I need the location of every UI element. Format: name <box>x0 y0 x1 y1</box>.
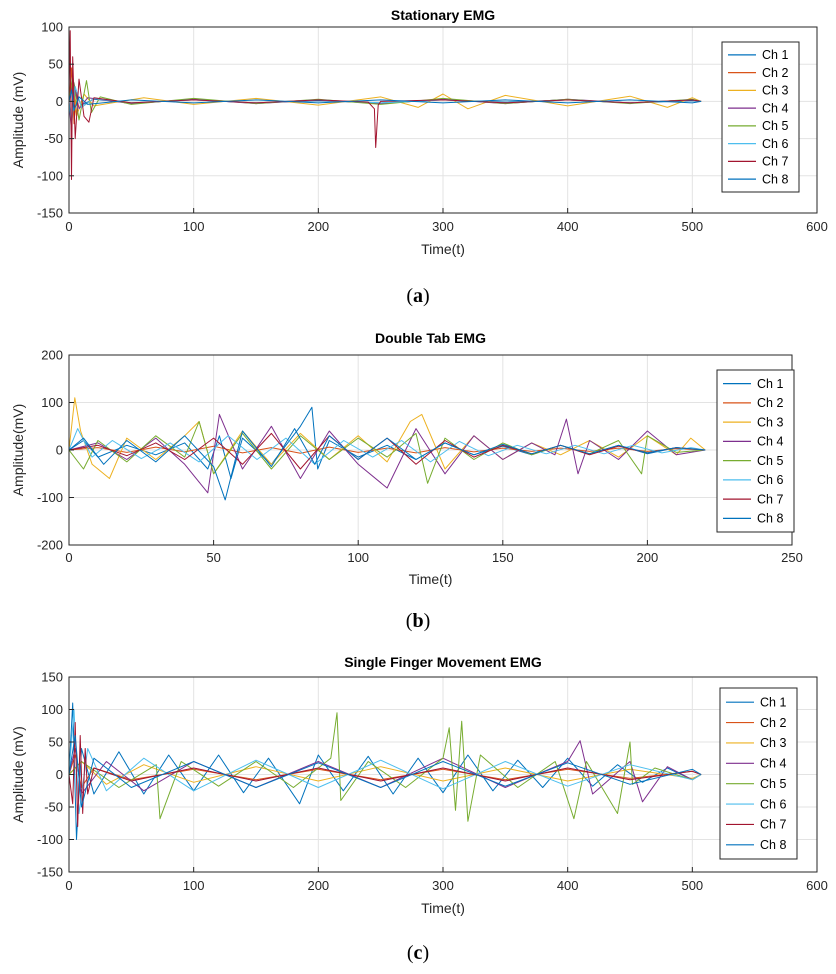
y-axis-label: Amplitude (mV) <box>10 72 26 168</box>
chart-single-finger-emg: 0 100 200 300 400 500 600 -150 -100 -50 0 50 100 150 S… <box>10 654 828 916</box>
y-tick-label: -100 <box>37 832 63 847</box>
legend-label-ch2: Ch 2 <box>762 66 788 80</box>
y-tick-label: -100 <box>37 168 63 183</box>
x-tick-label: 0 <box>65 878 72 893</box>
x-tick-label: 150 <box>492 550 514 565</box>
legend-label-ch6: Ch 6 <box>760 797 786 811</box>
caption-b: (b) <box>405 610 431 632</box>
x-tick-label: 0 <box>65 219 72 234</box>
x-tick-label: 100 <box>183 219 205 234</box>
legend-label-ch4: Ch 4 <box>760 757 786 771</box>
legend-label-ch2: Ch 2 <box>760 716 786 730</box>
legend-label-ch5: Ch 5 <box>760 777 786 791</box>
y-tick-label: 100 <box>41 395 63 410</box>
chart-stationary-emg: 0 100 200 300 400 500 600 -150 -100 -50 0 50 100 Stat… <box>10 7 828 257</box>
y-tick-label: 0 <box>56 94 63 109</box>
y-axis-label: Amplitude(mV) <box>10 404 26 497</box>
x-tick-label: 300 <box>432 878 454 893</box>
legend-label-ch8: Ch 8 <box>760 838 786 852</box>
legend-label-ch4: Ch 4 <box>762 101 788 115</box>
legend-label-ch1: Ch 1 <box>762 48 788 62</box>
legend-label-ch8: Ch 8 <box>762 172 788 186</box>
series-line-ch4 <box>69 413 706 494</box>
y-tick-label: 0 <box>56 767 63 782</box>
x-tick-label: 200 <box>637 550 659 565</box>
caption-c: (c) <box>406 942 430 964</box>
legend-label-ch8: Ch 8 <box>757 512 783 526</box>
y-tick-label: 200 <box>41 348 63 363</box>
legend: Ch 1 Ch 2 Ch 3 Ch 4 Ch 5 Ch 6 Ch 7 Ch 8 <box>719 687 798 860</box>
series-line-ch8 <box>69 428 706 501</box>
x-tick-label: 50 <box>206 550 220 565</box>
series-line-ch8 <box>69 89 702 111</box>
x-tick-label: 100 <box>183 878 205 893</box>
x-tick-label: 300 <box>432 219 454 234</box>
y-axis-label: Amplitude (mV) <box>10 726 26 822</box>
caption-a: (a) <box>406 285 430 307</box>
x-axis-label: Time(t) <box>421 241 465 257</box>
legend-label-ch3: Ch 3 <box>762 84 788 98</box>
legend-label-ch5: Ch 5 <box>757 454 783 468</box>
y-tick-label: 50 <box>49 57 63 72</box>
legend-label-ch7: Ch 7 <box>760 818 786 832</box>
y-tick-label: 0 <box>56 443 63 458</box>
series-line-ch6 <box>69 709 702 814</box>
legend-label-ch6: Ch 6 <box>762 137 788 151</box>
legend-box <box>721 41 800 193</box>
legend-label-ch4: Ch 4 <box>757 435 783 449</box>
y-tick-label: 100 <box>41 20 63 35</box>
y-tick-label: 150 <box>41 670 63 685</box>
x-tick-label: 250 <box>781 550 803 565</box>
legend-label-ch7: Ch 7 <box>762 155 788 169</box>
x-tick-label: 100 <box>347 550 369 565</box>
legend-label-ch1: Ch 1 <box>760 695 786 709</box>
y-tick-label: -50 <box>44 131 63 146</box>
x-axis-label: Time(t) <box>409 571 453 587</box>
series-line-ch6 <box>69 428 706 465</box>
x-tick-label: 400 <box>557 219 579 234</box>
series-line-ch1 <box>69 702 702 840</box>
legend-label-ch1: Ch 1 <box>757 377 783 391</box>
legend-label-ch3: Ch 3 <box>757 415 783 429</box>
legend: Ch 1 Ch 2 Ch 3 Ch 4 Ch 5 Ch 6 Ch 7 Ch 8 <box>721 41 800 193</box>
y-tick-label: 100 <box>41 702 63 717</box>
x-tick-label: 500 <box>681 878 703 893</box>
x-tick-label: 200 <box>307 878 329 893</box>
y-tick-label: -150 <box>37 206 63 221</box>
chart-double-tab-emg: 0 50 100 150 200 250 -200 -100 0 100 200 Double Tab… <box>10 330 803 587</box>
series-group <box>69 397 706 501</box>
x-tick-label: 600 <box>806 878 828 893</box>
legend-label-ch7: Ch 7 <box>757 492 783 506</box>
chart-title: Double Tab EMG <box>375 330 486 346</box>
x-axis-label: Time(t) <box>421 900 465 916</box>
series-line-ch8 <box>69 735 702 808</box>
x-tick-label: 500 <box>681 219 703 234</box>
x-tick-label: 600 <box>806 219 828 234</box>
y-tick-label: -50 <box>44 800 63 815</box>
x-tick-label: 0 <box>65 550 72 565</box>
legend-box <box>719 687 798 860</box>
y-tick-label: 50 <box>49 735 63 750</box>
y-tick-label: -100 <box>37 490 63 505</box>
x-tick-label: 200 <box>307 219 329 234</box>
y-tick-label: -150 <box>37 865 63 880</box>
legend-label-ch2: Ch 2 <box>757 396 783 410</box>
legend-label-ch5: Ch 5 <box>762 119 788 133</box>
legend-box <box>716 369 795 533</box>
legend-label-ch6: Ch 6 <box>757 473 783 487</box>
y-tick-label: -200 <box>37 538 63 553</box>
series-group <box>69 702 702 840</box>
legend-label-ch3: Ch 3 <box>760 736 786 750</box>
x-tick-label: 400 <box>557 878 579 893</box>
chart-title: Stationary EMG <box>391 7 495 23</box>
series-group <box>69 30 702 180</box>
chart-title: Single Finger Movement EMG <box>344 654 542 670</box>
series-line-ch5 <box>69 421 706 484</box>
series-line-ch3 <box>69 397 706 479</box>
legend: Ch 1 Ch 2 Ch 3 Ch 4 Ch 5 Ch 6 Ch 7 Ch 8 <box>716 369 795 533</box>
